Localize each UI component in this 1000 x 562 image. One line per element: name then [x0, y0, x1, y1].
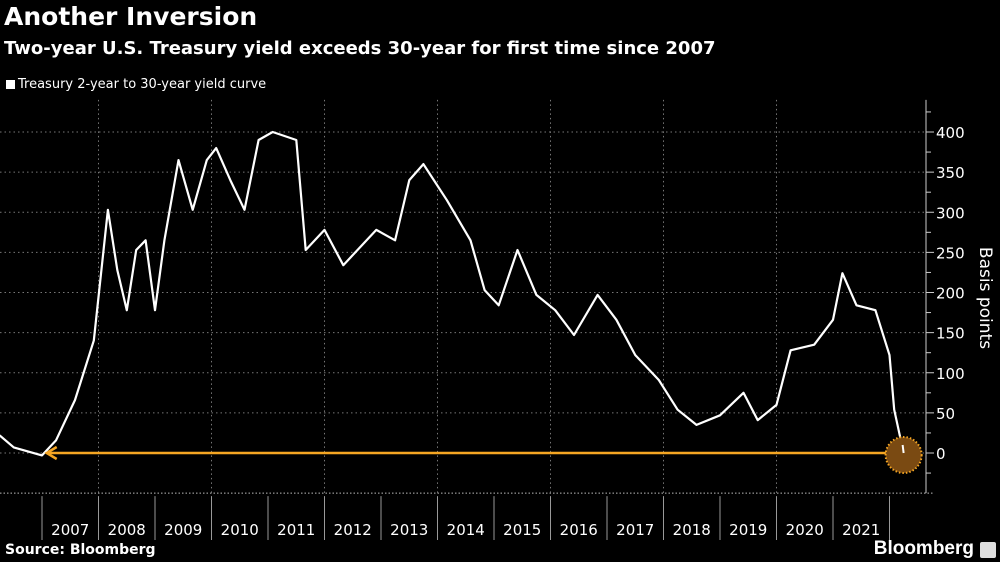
x-tick-label: 2016	[560, 521, 598, 539]
x-tick-label: 2019	[729, 521, 767, 539]
x-tick-label: 2012	[334, 521, 372, 539]
y-tick-label: 200	[936, 285, 965, 303]
source-note: Source: Bloomberg	[5, 542, 156, 558]
y-tick-label: 100	[936, 365, 965, 383]
x-tick-label: 2013	[390, 521, 428, 539]
x-tick-label: 2008	[108, 521, 146, 539]
chart-title: Another Inversion	[4, 2, 258, 31]
x-tick-label: 2020	[786, 521, 824, 539]
chart-subtitle: Two-year U.S. Treasury yield exceeds 30-…	[4, 38, 716, 59]
bloomberg-chart-icon	[980, 542, 996, 558]
y-tick-label: 300	[936, 204, 965, 222]
x-tick-label: 2010	[221, 521, 259, 539]
x-tick-label: 2009	[164, 521, 202, 539]
inversion-marker	[884, 436, 923, 474]
legend: Treasury 2-year to 30-year yield curve	[6, 77, 266, 92]
x-tick-label: 2014	[447, 521, 485, 539]
x-tick-label: 2017	[616, 521, 654, 539]
y-tick-label: 150	[936, 325, 965, 343]
y-tick-label: 50	[936, 405, 955, 423]
y-tick-label: 400	[936, 124, 965, 142]
x-tick-label: 2018	[673, 521, 711, 539]
yield-curve-line	[0, 130, 905, 457]
y-tick-label: 0	[936, 445, 946, 463]
x-tick-label: 2011	[277, 521, 315, 539]
legend-swatch	[6, 80, 15, 89]
yield-curve-end	[901, 444, 905, 454]
y-tick-label: 250	[936, 244, 965, 262]
bloomberg-logo: Bloomberg	[873, 538, 974, 559]
x-tick-label: 2015	[503, 521, 541, 539]
x-tick-label: 2007	[51, 521, 89, 539]
y-tick-label: 350	[936, 164, 965, 182]
legend-label: Treasury 2-year to 30-year yield curve	[18, 77, 267, 92]
x-tick-label: 2021	[842, 521, 880, 539]
y-axis-label: Basis points	[975, 246, 995, 350]
arrow-head-icon	[44, 445, 58, 461]
